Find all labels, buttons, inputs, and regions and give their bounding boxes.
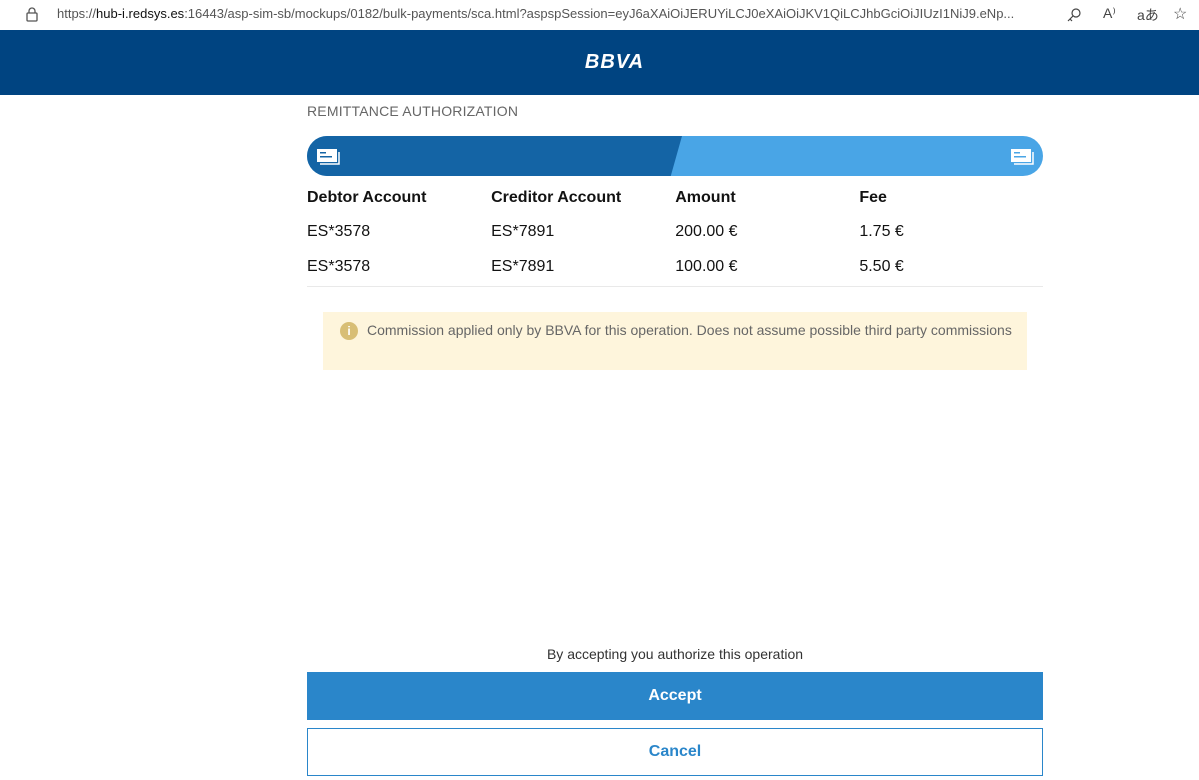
url-text[interactable]: https://hub-i.redsys.es:16443/asp-sim-sb… [57,6,1014,21]
amount: 200.00 € [675,223,738,240]
translate-icon[interactable]: aあ [1137,7,1159,23]
column-header: Fee [859,189,887,206]
page-title: REMITTANCE AUTHORIZATION [307,103,519,119]
document-icon [317,149,340,165]
lock-icon[interactable] [26,7,38,22]
amount: 100.00 € [675,248,860,287]
commission-notice: i Commission applied only by BBVA for th… [323,312,1027,370]
creditor-account: ES*7891 [491,223,555,240]
url-prefix: https:// [57,6,97,21]
notice-text: Commission applied only by BBVA for this… [367,322,1012,338]
accept-button[interactable]: Accept [307,672,1043,720]
fee: 5.50 € [859,248,1043,287]
info-icon: i [340,322,358,340]
column-header: Amount [675,189,736,206]
url-path: :16443/asp-sim-sb/mockups/0182/bulk-paym… [184,6,1015,21]
creditor-account: ES*7891 [491,248,676,287]
document-icon [1011,149,1034,165]
consent-text: By accepting you authorize this operatio… [546,646,804,662]
header: BBVA [0,30,1199,95]
debtor-account: ES*3578 [307,248,492,287]
fee: 1.75 € [859,223,904,240]
column-header: Creditor Account [491,189,622,206]
read-aloud-icon[interactable]: A⁾ [1103,5,1116,21]
url-host: hub-i.redsys.es [96,6,185,21]
address-bar[interactable]: https://hub-i.redsys.es:16443/asp-sim-sb… [0,0,1199,30]
column-header: Debtor Account [307,189,427,206]
payments-table: Debtor Account Creditor Account Amount F… [307,186,1043,287]
progress-completed-step [307,136,682,176]
table-row: ES*3578 ES*7891 100.00 € 5.50 € [307,248,1043,287]
debtor-account: ES*3578 [307,223,371,240]
key-icon[interactable] [1066,7,1082,23]
progress-bar [307,136,1043,176]
table-header-row: Debtor Account Creditor Account Amount F… [307,186,1043,210]
favorite-icon[interactable]: ☆ [1173,6,1188,23]
cancel-button[interactable]: Cancel [307,728,1043,776]
table-row: ES*3578 ES*7891 200.00 € 1.75 € [307,210,1043,248]
bbva-logo: BBVA [584,51,645,73]
